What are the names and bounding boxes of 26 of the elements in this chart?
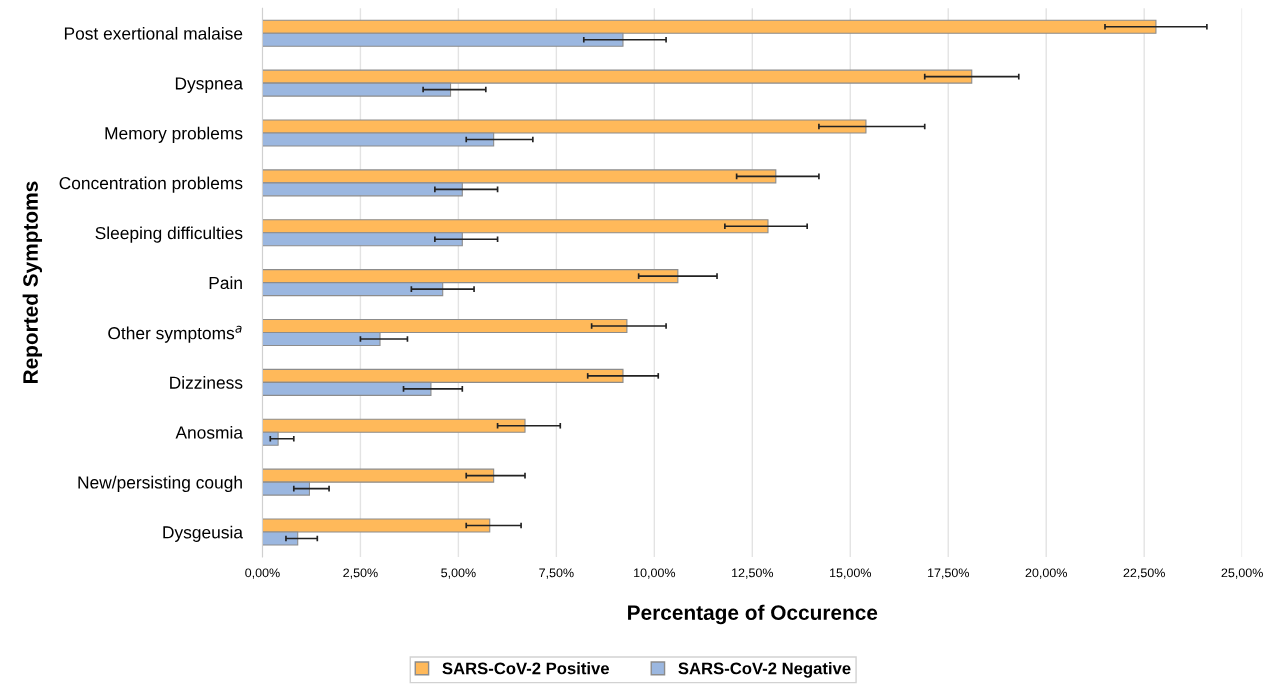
y-tick-label: Concentration problems — [59, 176, 243, 193]
x-tick-label: 0,00% — [245, 568, 280, 579]
y-tick-label: Dysgeusia — [163, 525, 243, 542]
y-tick-label: Memory problems — [105, 126, 243, 143]
x-tick-label: 17,50% — [927, 568, 969, 579]
y-tick-label: Pain — [209, 276, 242, 290]
x-tick-label: 7,50% — [539, 568, 574, 579]
legend-label: SARS-CoV-2 Positive — [442, 662, 609, 675]
x-tick-label: 15,00% — [830, 568, 872, 579]
y-tick-label: Sleeping difficulties — [95, 226, 243, 243]
y-tick-label: New/persisting cough — [78, 475, 242, 493]
y-tick-label: Other symptoms$^{a}$ — [108, 325, 242, 343]
y-tick-label: Anosmia — [175, 425, 243, 439]
x-tick-label: 10,00% — [634, 568, 676, 579]
x-tick-label: 2,50% — [343, 568, 378, 579]
x-tick-label: 20,00% — [1025, 568, 1067, 579]
y-tick-label: Post exertional malaise — [64, 26, 243, 40]
y-tick-label: Dizziness — [170, 376, 243, 389]
x-tick-label: 25,00% — [1221, 568, 1263, 579]
x-axis-title: Percentage of Occurence — [628, 604, 878, 625]
y-tick-label: Dyspnea — [175, 77, 243, 93]
legend-label: SARS-CoV-2 Negative — [678, 662, 851, 678]
y-axis-title: Reported Symptoms — [22, 181, 43, 384]
x-tick-label: 12,50% — [732, 568, 774, 579]
x-tick-label: 22,50% — [1123, 568, 1165, 579]
x-tick-label: 5,00% — [441, 568, 476, 579]
